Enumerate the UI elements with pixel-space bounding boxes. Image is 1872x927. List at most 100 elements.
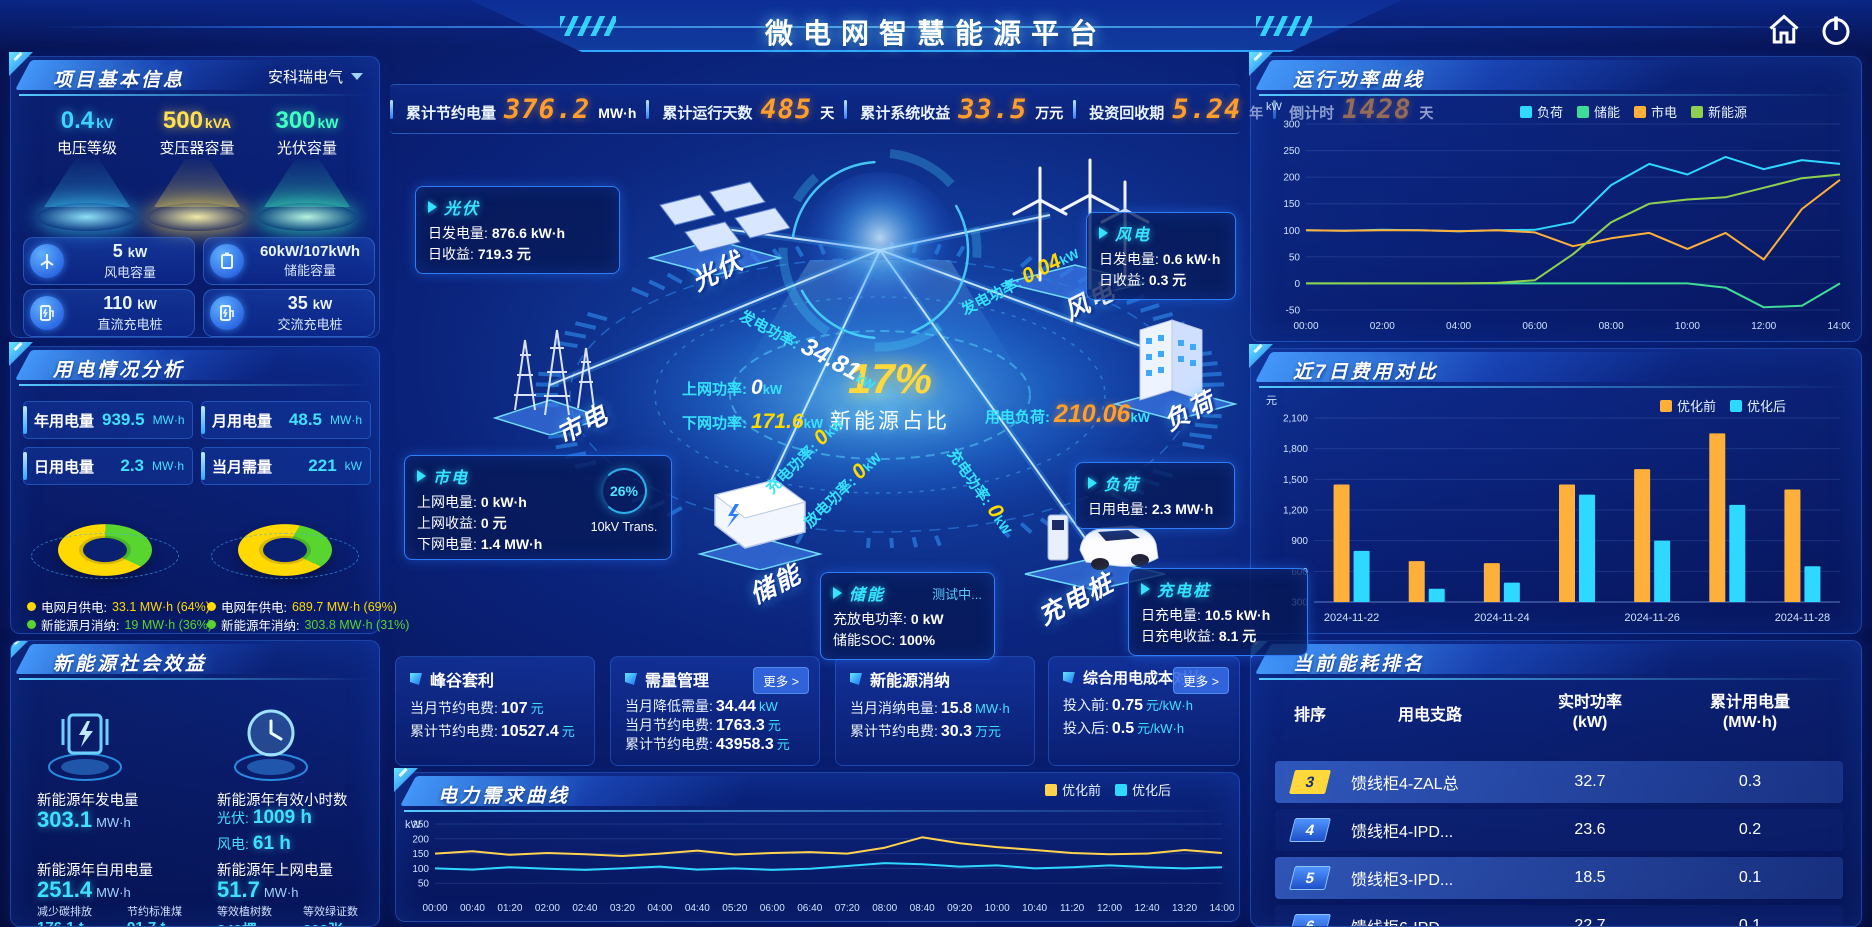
- ranking-table-header: 排序 用电支路 实时功率 (kW) 累计用电量 (MW·h): [1293, 694, 1790, 731]
- storage-info-box: 储能 测试中... 充放电功率: 0 kW 储能SOC: 100%: [820, 572, 995, 660]
- svg-text:2,100: 2,100: [1283, 414, 1308, 425]
- renewable-share-value: 17%: [847, 355, 933, 402]
- year-supply-donut: [209, 493, 361, 605]
- pv-hours-value: 光伏: 1009 h: [217, 807, 313, 828]
- svg-text:04:00: 04:00: [647, 903, 672, 914]
- more-button-cost[interactable]: 更多 >: [1173, 667, 1229, 694]
- svg-text:02:40: 02:40: [572, 903, 597, 914]
- legend-renewable-year: 新能源年消纳: 303.8 MW·h (31%): [207, 615, 409, 634]
- pv-capacity-stat: 300 kW 光伏容量: [245, 107, 369, 237]
- grid-info-box: 市电 上网电量: 0 kW·h 上网收益: 0 元 下网电量: 1.4 MW·h 26…: [404, 455, 672, 560]
- svg-text:10:00: 10:00: [1675, 321, 1700, 332]
- card-demand-management: 需量管理 更多 > 当月降低需量: 34.44 kW 当月节约电费: 1763.3 元 …: [610, 656, 820, 766]
- svg-text:100: 100: [412, 864, 429, 875]
- power-icon: [1822, 16, 1850, 45]
- tree-stat: 等效植树数240棵: [217, 906, 272, 926]
- flow-load-power: 用电负荷: 210.06kW: [985, 400, 1150, 428]
- legend-item-储能[interactable]: 储能: [1577, 102, 1620, 121]
- chevron-right-icon: [833, 587, 842, 599]
- svg-text:1,800: 1,800: [1283, 444, 1308, 455]
- svg-text:1,500: 1,500: [1283, 475, 1308, 486]
- legend-item-新能源[interactable]: 新能源: [1691, 102, 1747, 121]
- load-building-icon: [1112, 319, 1238, 420]
- glow-disc: [147, 203, 247, 231]
- coal-stat: 节约标准煤91.7 t: [127, 906, 182, 926]
- ranking-row: 4 馈线柜4-IPD... 23.6 0.2: [1275, 809, 1843, 851]
- svg-text:00:40: 00:40: [460, 903, 485, 914]
- summary-run-days: 累计运行天数 485 天: [646, 94, 844, 125]
- self-use-label: 新能源年自用电量: [37, 863, 153, 879]
- svg-text:150: 150: [1283, 199, 1300, 210]
- legend-item-负荷[interactable]: 负荷: [1520, 102, 1563, 121]
- energy-plaque-icon: [48, 713, 122, 781]
- panel-title: 当前能耗排名: [1293, 654, 1426, 675]
- energy-flow-diagram: [535, 148, 1225, 549]
- renewable-share-indicator: 17% 新能源占比: [800, 355, 980, 435]
- cert-stat: 等效绿证数303张: [303, 906, 358, 926]
- chevron-right-icon: [417, 470, 426, 482]
- battery-icon: [210, 244, 244, 278]
- svg-text:200: 200: [1283, 173, 1300, 184]
- chevron-right-icon: [428, 201, 437, 213]
- glow-disc: [257, 203, 357, 231]
- clock-icon: [234, 709, 308, 781]
- more-button-demand[interactable]: 更多 >: [753, 667, 809, 694]
- legend-grid-year: 电网年供电: 689.7 MW·h (69%): [207, 597, 397, 616]
- transformer-load-indicator: 26% 10kV Trans.: [589, 468, 659, 534]
- svg-text:0: 0: [1294, 279, 1300, 290]
- ac-charger-icon: [210, 296, 244, 330]
- wind-hours-value: 风电: 61 h: [217, 833, 291, 854]
- grid-feed-label: 新能源年上网电量: [217, 863, 333, 879]
- power-button[interactable]: [1818, 12, 1854, 48]
- flow-feedin-power: 上网功率: 0kW: [682, 376, 783, 399]
- svg-text:07:20: 07:20: [835, 903, 860, 914]
- company-name: 安科瑞电气: [267, 69, 343, 86]
- legend-item-优化前[interactable]: 优化前: [1660, 396, 1716, 415]
- caret-down-icon: [351, 73, 363, 80]
- month-demand-stat: 当月需量 221 kW: [201, 447, 371, 485]
- svg-text:02:00: 02:00: [535, 903, 560, 914]
- grid-feed-value: 51.7 MW·h: [217, 877, 299, 902]
- svg-text:2024-11-24: 2024-11-24: [1474, 612, 1529, 624]
- month-energy-stat: 月用电量 48.5 MW·h: [201, 401, 371, 439]
- svg-text:300: 300: [1283, 120, 1300, 131]
- power-chart-legend: 负荷 储能 市电 新能源: [1520, 102, 1747, 121]
- pv-info-box: 光伏 日发电量: 876.6 kW·h 日收益: 719.3 元: [415, 186, 620, 274]
- legend-item-市电[interactable]: 市电: [1634, 102, 1677, 121]
- wind-capacity-chip: 5 kW 风电容量: [23, 237, 195, 285]
- svg-text:08:00: 08:00: [872, 903, 897, 914]
- card-icon: [1063, 671, 1075, 684]
- transformer-capacity-stat: 500 kVA 变压器容量: [135, 107, 259, 237]
- svg-text:02:00: 02:00: [1370, 321, 1395, 332]
- month-supply-donut: [29, 493, 181, 605]
- dc-charger-icon: [30, 296, 64, 330]
- self-use-value: 251.4 MW·h: [37, 877, 131, 902]
- legend-item-优化后[interactable]: 优化后: [1115, 780, 1171, 799]
- home-button[interactable]: [1766, 12, 1802, 48]
- glow-disc: [37, 203, 137, 231]
- summary-bar: 累计节约电量 376.2 MW·h 累计运行天数 485 天 累计系统收益 33.5 万元 …: [390, 84, 1433, 134]
- panel-title: 用电情况分析: [53, 360, 186, 381]
- svg-text:05:20: 05:20: [722, 903, 747, 914]
- battery-storage-icon: [697, 479, 823, 570]
- company-dropdown[interactable]: 安科瑞电气: [268, 66, 363, 87]
- co2-stat: 减少碳排放176.1 t: [37, 906, 92, 926]
- panel-title: 电力需求曲线: [438, 786, 571, 807]
- gen-year-value: 303.1 MW·h: [37, 807, 131, 832]
- svg-text:2024-11-22: 2024-11-22: [1324, 612, 1379, 624]
- legend-item-优化前[interactable]: 优化前: [1045, 780, 1101, 799]
- solar-panels-icon: [647, 181, 790, 275]
- svg-text:11:20: 11:20: [1060, 903, 1085, 914]
- svg-text:13:20: 13:20: [1172, 903, 1197, 914]
- svg-text:04:00: 04:00: [1446, 321, 1471, 332]
- svg-text:04:40: 04:40: [685, 903, 710, 914]
- card-peak-valley: 峰谷套利 当月节约电费: 107 元 累计节约电费: 10527.4 元: [395, 656, 595, 766]
- legend-item-优化后[interactable]: 优化后: [1730, 396, 1786, 415]
- voltage-level-stat: 0.4 kV 电压等级: [25, 107, 149, 237]
- panel-demand-curve: 电力需求曲线: [394, 768, 1240, 922]
- svg-text:2024-11-28: 2024-11-28: [1775, 612, 1830, 624]
- svg-text:06:00: 06:00: [760, 903, 785, 914]
- panel-title: 近7日费用对比: [1293, 362, 1439, 383]
